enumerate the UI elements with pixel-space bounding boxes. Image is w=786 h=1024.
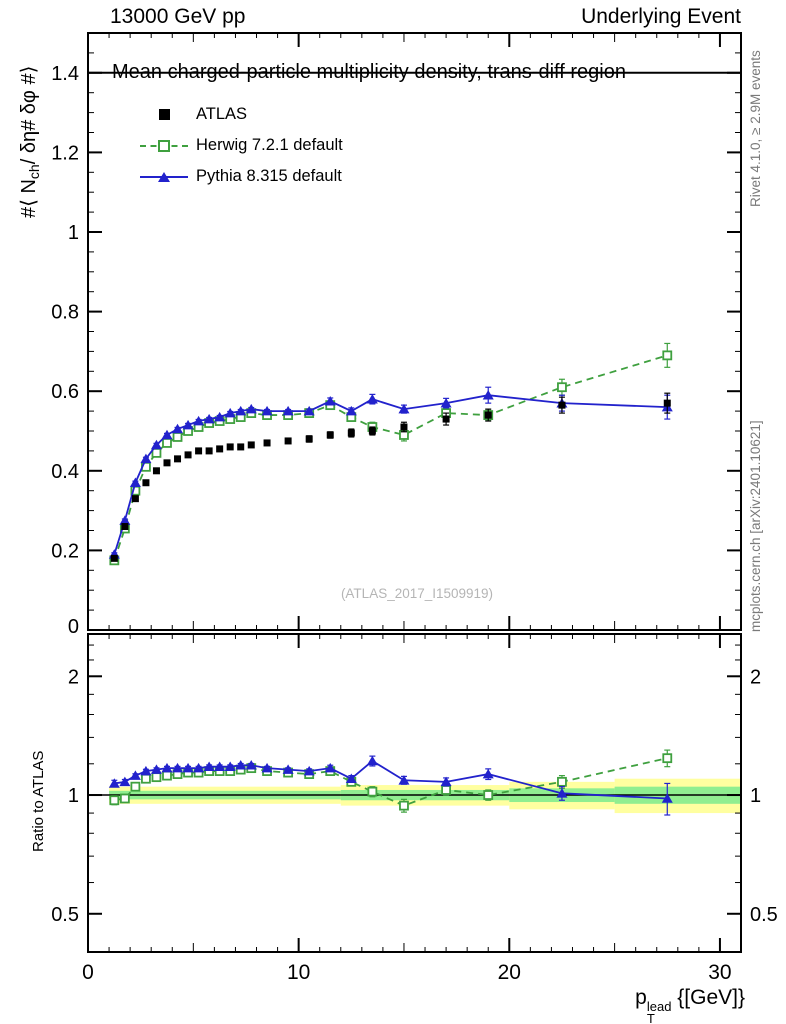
legend: ATLAS Herwig 7.2.1 default Pythia 8.315 … xyxy=(138,99,343,192)
y-tick-label-ratio-right: 1 xyxy=(750,785,761,807)
mcplots-citation-label: mcplots.cern.ch [arXiv:2401.10621] xyxy=(748,420,763,632)
y-tick-label-main: 0.6 xyxy=(51,381,79,403)
y-tick-label-main: 0.4 xyxy=(51,461,79,483)
legend-label-pythia: Pythia 8.315 default xyxy=(196,167,342,185)
y-label-sub: ch xyxy=(26,164,42,180)
x-label-sub: T xyxy=(646,1011,655,1024)
filled-square-icon xyxy=(158,109,170,120)
axes: 00.20.40.60.811.21.40.5 0.51 12 20 10 20 30 xyxy=(51,32,778,984)
legend-item-pythia: Pythia 8.315 default xyxy=(138,161,343,192)
x-tick-label: 10 xyxy=(287,961,310,984)
x-label-sup: lead xyxy=(646,999,672,1014)
y-tick-label-main: 0.8 xyxy=(51,302,79,324)
ratio-uncertainty-band xyxy=(109,778,741,814)
event-class-label: Underlying Event xyxy=(581,5,741,28)
y-tick-label-main: 1 xyxy=(68,222,79,244)
legend-marker-area xyxy=(138,138,190,154)
beam-energy-label: 13000 GeV pp xyxy=(110,5,246,28)
y-label-post: / δη# δφ #⟩ xyxy=(18,65,40,165)
legend-marker-area xyxy=(138,169,190,185)
x-axis-label: p lead T {[GeV]} xyxy=(635,986,745,1024)
y-axis-label-main: #⟨ Nch/ δη# δφ #⟩ xyxy=(16,66,42,218)
main-series xyxy=(108,342,673,566)
y-tick-label-main: 0.2 xyxy=(51,540,79,562)
rivet-version-label: Rivet 4.1.0, ≥ 2.9M events xyxy=(748,50,763,207)
x-tick-label: 0 xyxy=(82,961,94,984)
y-tick-label-main: 1.2 xyxy=(51,142,79,164)
filled-triangle-icon xyxy=(158,171,170,182)
y-tick-label-ratio-right: 2 xyxy=(750,666,761,688)
y-tick-label-main: 1.4 xyxy=(51,63,79,85)
y-tick-label-main: 0 xyxy=(68,616,79,638)
x-tick-label: 30 xyxy=(708,961,731,984)
x-tick-label: 20 xyxy=(498,961,521,984)
legend-item-atlas: ATLAS xyxy=(138,99,343,130)
legend-item-herwig: Herwig 7.2.1 default xyxy=(138,130,343,161)
y-tick-label-ratio-left: 1 xyxy=(68,785,79,807)
legend-label-herwig: Herwig 7.2.1 default xyxy=(196,136,343,154)
legend-marker-area xyxy=(138,107,190,123)
y-tick-label-ratio-left: 2 xyxy=(68,666,79,688)
chart-title: Mean charged-particle multiplicity densi… xyxy=(112,61,626,83)
y-tick-label-ratio-right: 0.5 xyxy=(750,904,778,926)
analysis-id-watermark: (ATLAS_2017_I1509919) xyxy=(340,586,494,601)
x-label-subsup: lead T xyxy=(646,999,672,1024)
y-label-pre: #⟨ N xyxy=(18,179,40,218)
ratio-series xyxy=(108,749,673,816)
y-tick-label-ratio-left: 0.5 xyxy=(51,904,79,926)
open-square-icon xyxy=(158,139,170,152)
y-axis-label-ratio: Ratio to ATLAS xyxy=(30,750,47,852)
x-label-symbol: p xyxy=(635,986,647,1009)
legend-label-atlas: ATLAS xyxy=(196,105,248,123)
x-label-unit: {[GeV]} xyxy=(671,986,745,1009)
